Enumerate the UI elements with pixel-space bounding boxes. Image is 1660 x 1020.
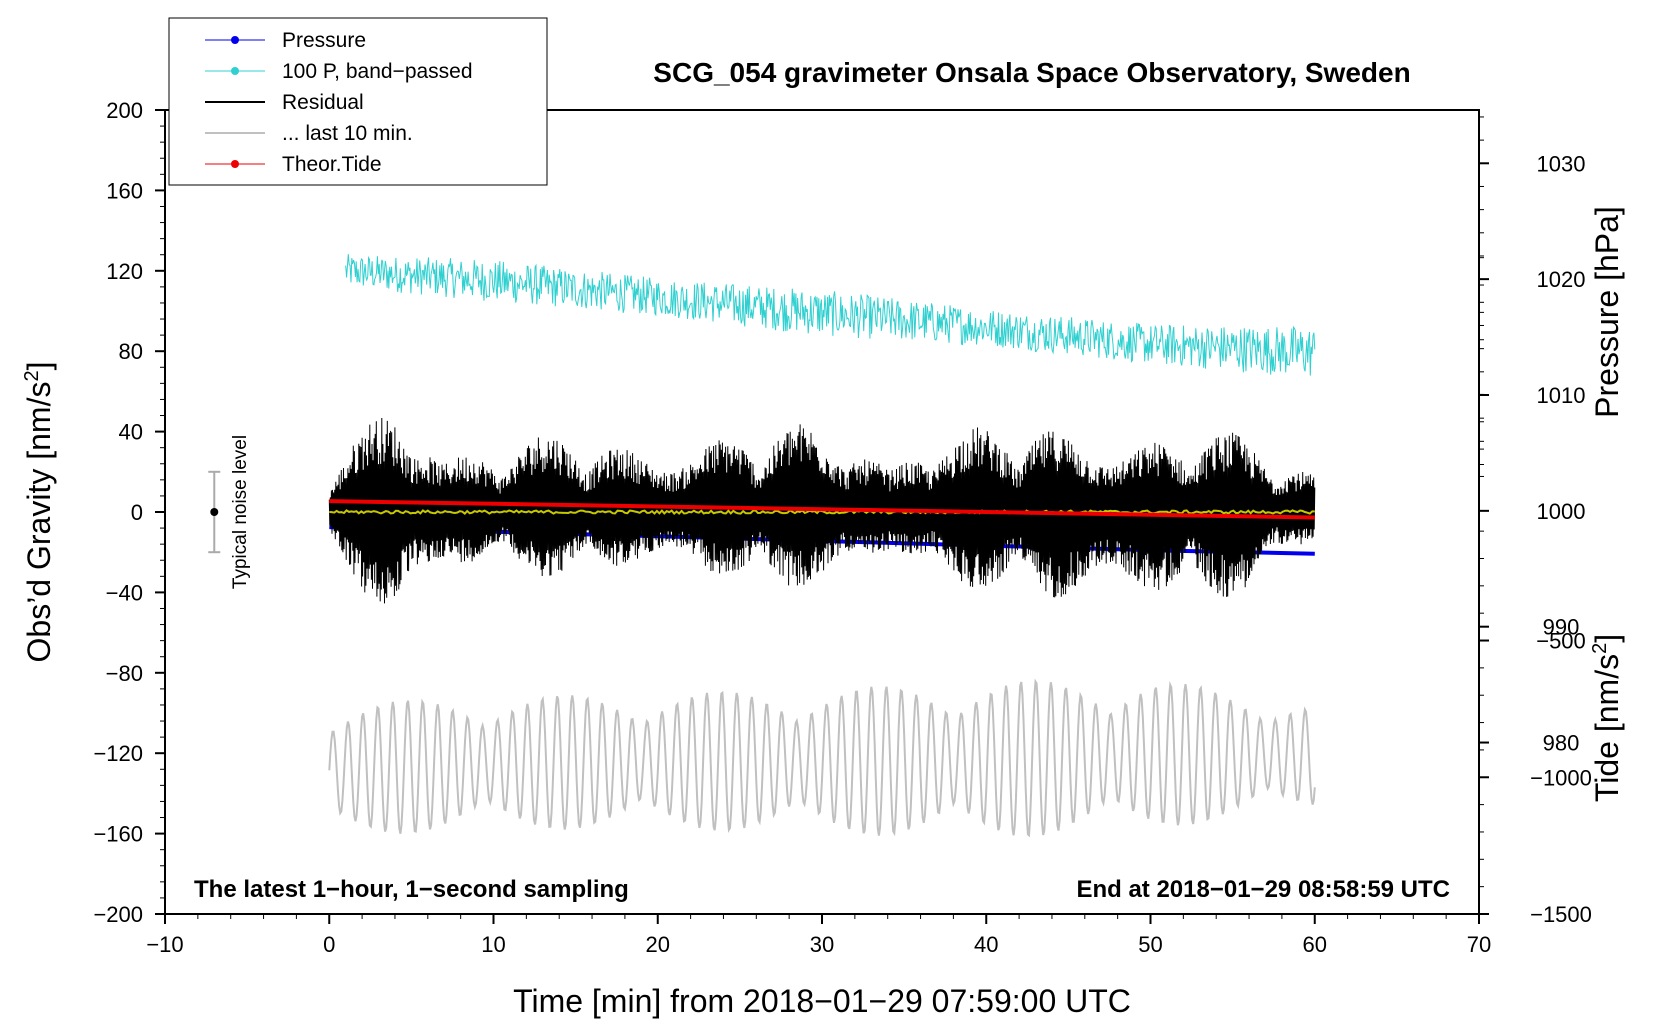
tide-tick-label: −1000 xyxy=(1530,765,1592,790)
y-tick-label: 40 xyxy=(119,420,143,445)
x-tick-label: 30 xyxy=(810,932,834,957)
legend-swatch-marker xyxy=(231,36,239,44)
legend-label: Residual xyxy=(282,91,364,114)
noise-level-label: Typical noise level xyxy=(230,435,251,589)
tide-tick-label: −500 xyxy=(1536,629,1586,654)
y-axis-title-end: ] xyxy=(21,362,57,371)
tide-axis-title: Tide [nm/s2] xyxy=(1589,634,1625,802)
pressure-tick-label: 1010 xyxy=(1537,383,1586,408)
y-tick-label: −160 xyxy=(93,822,143,847)
legend-swatch-marker xyxy=(231,160,239,168)
pressure-tick-label: 1000 xyxy=(1537,499,1586,524)
y-axis-title-main: Obs’d Gravity [nm/s xyxy=(21,382,57,663)
y-tick-label: −40 xyxy=(106,580,143,605)
y-tick-label: 160 xyxy=(106,178,143,203)
pressure-tick-label: 1020 xyxy=(1537,267,1586,292)
x-tick-label: 70 xyxy=(1467,932,1491,957)
legend-label: Pressure xyxy=(282,29,366,52)
series-theoretical-tide-line xyxy=(329,499,1315,520)
y-tick-label: 0 xyxy=(131,500,143,525)
noise-level-indicator: Typical noise level xyxy=(208,435,251,589)
y-axis-title-sup: 2 xyxy=(21,370,43,381)
legend-swatch-marker xyxy=(231,67,239,75)
x-axis-title: Time [min] from 2018−01−29 07:59:00 UTC xyxy=(513,983,1131,1019)
tide-axis-title-end: ] xyxy=(1589,634,1625,643)
series-last-10-min-line xyxy=(328,678,1316,838)
legend-label: ... last 10 min. xyxy=(282,122,413,145)
tide-axis-title-main: Tide [nm/s xyxy=(1589,654,1625,802)
y-tick-label: 200 xyxy=(106,98,143,123)
tick-layer: −10 0 10 20 30 40 50 60 70−200−160−120−80−400408… xyxy=(93,98,1591,957)
x-tick-label: 20 xyxy=(646,932,670,957)
y-tick-label: 120 xyxy=(106,259,143,284)
noise-level-dot xyxy=(210,508,219,516)
y-axis-title: Obs’d Gravity [nm/s2] xyxy=(21,362,57,663)
chart-title: SCG_054 gravimeter Onsala Space Observat… xyxy=(653,57,1410,88)
y-tick-label: −80 xyxy=(106,661,143,686)
series-band-passed-pressure-line xyxy=(345,254,1316,376)
x-tick-label: 40 xyxy=(974,932,998,957)
series-residual-line xyxy=(328,417,1316,604)
x-tick-label: 10 xyxy=(481,932,505,957)
y-tick-label: −120 xyxy=(93,741,143,766)
legend-label: Theor.Tide xyxy=(282,153,382,176)
x-tick-label: 60 xyxy=(1303,932,1327,957)
tide-tick-label: −1500 xyxy=(1530,902,1592,927)
pressure-tick-label: 990 xyxy=(1543,615,1580,640)
x-tick-label: 50 xyxy=(1138,932,1162,957)
pressure-tick-label: 980 xyxy=(1543,731,1580,756)
y-tick-label: −200 xyxy=(93,902,143,927)
x-tick-label: 0 xyxy=(323,932,335,957)
footer-right-label: End at 2018−01−29 08:58:59 UTC xyxy=(1076,876,1450,903)
tide-axis-title-sup: 2 xyxy=(1589,643,1611,654)
x-tick-label: −10 xyxy=(146,932,183,957)
pressure-tick-label: 1030 xyxy=(1537,151,1586,176)
legend-label: 100 P, band−passed xyxy=(282,60,473,83)
footer-left-label: The latest 1−hour, 1−second sampling xyxy=(194,876,629,903)
legend: Pressure 100 P, band−passed Residual ... la… xyxy=(168,17,548,186)
series-layer xyxy=(328,254,1316,838)
pressure-axis-title: Pressure [hPa] xyxy=(1589,206,1625,418)
y-tick-label: 80 xyxy=(119,339,143,364)
